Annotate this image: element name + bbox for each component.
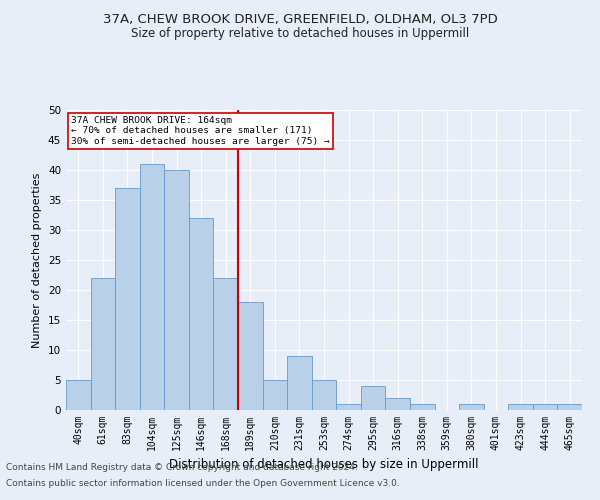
Bar	[336, 404, 361, 410]
Bar	[91, 278, 115, 410]
Bar	[115, 188, 140, 410]
Y-axis label: Number of detached properties: Number of detached properties	[32, 172, 43, 348]
Text: 37A, CHEW BROOK DRIVE, GREENFIELD, OLDHAM, OL3 7PD: 37A, CHEW BROOK DRIVE, GREENFIELD, OLDHA…	[103, 12, 497, 26]
Bar	[312, 380, 336, 410]
Bar	[263, 380, 287, 410]
X-axis label: Distribution of detached houses by size in Uppermill: Distribution of detached houses by size …	[169, 458, 479, 471]
Bar	[459, 404, 484, 410]
Bar	[66, 380, 91, 410]
Text: 37A CHEW BROOK DRIVE: 164sqm
← 70% of detached houses are smaller (171)
30% of s: 37A CHEW BROOK DRIVE: 164sqm ← 70% of de…	[71, 116, 330, 146]
Bar	[287, 356, 312, 410]
Bar	[140, 164, 164, 410]
Text: Contains HM Land Registry data © Crown copyright and database right 2024.: Contains HM Land Registry data © Crown c…	[6, 464, 358, 472]
Bar	[557, 404, 582, 410]
Bar	[533, 404, 557, 410]
Bar	[214, 278, 238, 410]
Bar	[361, 386, 385, 410]
Bar	[385, 398, 410, 410]
Text: Contains public sector information licensed under the Open Government Licence v3: Contains public sector information licen…	[6, 478, 400, 488]
Bar	[410, 404, 434, 410]
Bar	[164, 170, 189, 410]
Text: Size of property relative to detached houses in Uppermill: Size of property relative to detached ho…	[131, 28, 469, 40]
Bar	[508, 404, 533, 410]
Bar	[238, 302, 263, 410]
Bar	[189, 218, 214, 410]
